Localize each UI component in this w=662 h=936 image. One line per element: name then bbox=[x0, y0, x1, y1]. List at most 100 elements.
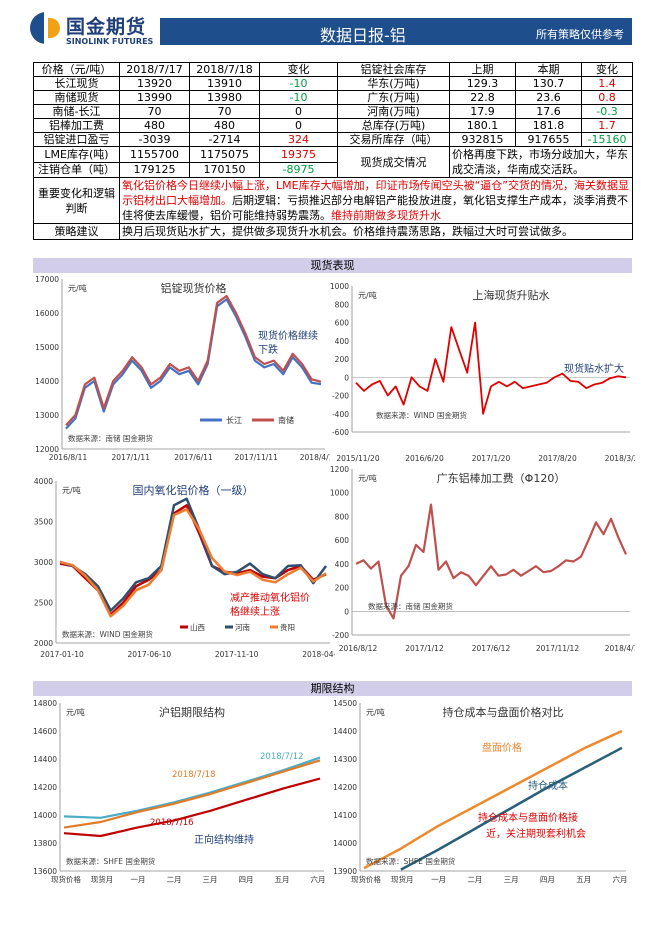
y-tick-label: 800 bbox=[335, 300, 350, 309]
chart-alumina: 4000 3500 3000 2500 2000 2017-01-10 2017-06-10… bbox=[30, 475, 335, 665]
change-text: 氧化铝价格今日继续小幅上涨，LME库存大幅增加，印证市场传闻空头被“逼仓”交货的… bbox=[119, 177, 633, 224]
series-line-main bbox=[355, 321, 627, 415]
y-tick-label: 15000 bbox=[35, 343, 59, 352]
y-tick-label: 17000 bbox=[35, 275, 59, 284]
x-tick-label: 现货月 bbox=[91, 874, 114, 884]
x-tick-label: 四月 bbox=[540, 875, 555, 884]
y-tick-label: -200 bbox=[332, 631, 349, 640]
x-tick-label: 2015/11/20 bbox=[336, 454, 379, 463]
source-note: 数据来源：SHFE 国金期货 bbox=[366, 856, 456, 866]
change-label: 重要变化和逻辑判断 bbox=[33, 177, 120, 224]
header-cell: 2018/7/17 bbox=[119, 62, 190, 77]
series-line-main bbox=[355, 503, 628, 620]
chart-premium: 1000 800 600 400 200 0 -200 -400 -600 2015/11/20 2… bbox=[330, 280, 635, 470]
table-cell: 179125 bbox=[119, 161, 190, 178]
chart-title: 国内氧化铝价格（一级） bbox=[133, 483, 254, 497]
series-label: 2018/7/18 bbox=[172, 770, 216, 780]
chart-title: 铝锭现货价格 bbox=[161, 281, 227, 295]
table-row: 南储-长江 70 70 0 河南(万吨) 17.9 17.6 -0.3 bbox=[33, 104, 633, 119]
x-tick-label: 四月 bbox=[239, 875, 254, 884]
report-title: 数据日报-铝 bbox=[320, 26, 406, 45]
table-row: 铝锭进口盈亏 -3039 -2714 324 交易所库存（吨） 932815 9… bbox=[33, 132, 633, 147]
unit-label: 元/吨 bbox=[358, 290, 377, 300]
x-tick-label: 2017/6/11 bbox=[174, 453, 213, 462]
y-tick-label: 14200 bbox=[33, 783, 57, 792]
unit-label: 元/吨 bbox=[358, 473, 377, 483]
chart-title: 广东铝棒加工费（Φ120） bbox=[437, 471, 566, 485]
table-cell: 130.7 bbox=[515, 76, 582, 91]
legend-label: 长江 bbox=[226, 415, 242, 425]
chart-title: 上海现货升贴水 bbox=[473, 288, 550, 302]
unit-label: 元/吨 bbox=[68, 283, 87, 293]
source-note: 数据来源：WIND 国金期货 bbox=[62, 629, 153, 639]
annotation-note: 持仓成本与盘面价格接 bbox=[478, 811, 578, 824]
chart-rod-fee: 1200 1000 800 600 400 200 0 -200 2016/8/12 2017/1… bbox=[330, 463, 635, 663]
legend-label: 山西 bbox=[190, 622, 205, 632]
section-spot: 现货表现 bbox=[33, 258, 632, 273]
y-tick-label: 1000 bbox=[330, 489, 349, 498]
source-note: 数据来源：WIND 国金期货 bbox=[376, 410, 467, 420]
table-cell: 0 bbox=[259, 104, 338, 119]
table-cell: 22.8 bbox=[449, 90, 516, 105]
table-cell: 交易所库存（吨） bbox=[337, 132, 450, 147]
x-tick-label: 2017-01-10 bbox=[40, 650, 84, 659]
series-line-2018/7/12 bbox=[63, 756, 321, 819]
table-cell: -3039 bbox=[119, 132, 190, 147]
table-cell: 1155700 bbox=[119, 146, 190, 163]
y-tick-label: 14100 bbox=[333, 811, 357, 820]
table-cell: 1.4 bbox=[581, 76, 633, 91]
x-tick-label: 2017/1/12 bbox=[405, 644, 444, 653]
strategy-text: 换月后现货贴水扩大，提供做多现货升水机会。价格维持震荡思路，跌幅过大时可尝试做多… bbox=[119, 223, 633, 240]
legend-label: 贵阳 bbox=[280, 622, 295, 632]
table-cell: 注销仓单（吨） bbox=[33, 161, 120, 178]
y-tick-label: 13600 bbox=[33, 867, 57, 876]
annotation-note: 正向结构维持 bbox=[194, 833, 254, 846]
series-line-持仓成本 bbox=[400, 746, 623, 871]
chart-cost-compare: 14500 14400 14300 14200 14100 14000 13900 现货价格现… bbox=[330, 697, 635, 892]
table-cell: 南储-长江 bbox=[33, 104, 120, 119]
x-tick-label: 2018/3/20 bbox=[605, 454, 635, 463]
source-note: 数据来源：南储 国金期货 bbox=[68, 433, 153, 443]
table-row: 长江现货 13920 13910 -10 华东(万吨) 129.3 130.7 … bbox=[33, 76, 633, 91]
y-tick-label: 12000 bbox=[35, 445, 59, 454]
y-tick-label: 2000 bbox=[34, 639, 53, 648]
table-cell: -2714 bbox=[189, 132, 260, 147]
x-tick-label: 2018-04-10 bbox=[302, 650, 335, 659]
header-cell: 铝锭社会库存 bbox=[337, 62, 450, 77]
source-note: 数据来源：SHFE 国金期货 bbox=[66, 856, 156, 866]
annotation-note: 近，关注期现套利机会 bbox=[486, 827, 586, 840]
y-tick-label: 13000 bbox=[35, 411, 59, 420]
header: 国金期货 SINOLINK FUTURES 数据日报-铝 所有策略仅供参考 bbox=[0, 0, 662, 52]
x-tick-label: 2017/1/20 bbox=[472, 454, 511, 463]
series-label: 2018/7/16 bbox=[150, 818, 194, 828]
y-tick-label: 14400 bbox=[333, 727, 357, 736]
y-tick-label: 14300 bbox=[333, 755, 357, 764]
unit-label: 元/吨 bbox=[66, 707, 85, 717]
data-table: 价格（元/吨） 2018/7/17 2018/7/18 变化 铝锭社会库存 上期… bbox=[33, 62, 633, 240]
x-tick-label: 2017-11-10 bbox=[215, 650, 259, 659]
table-row: 策略建议 换月后现货贴水扩大，提供做多现货升水机会。价格维持震荡思路，跌幅过大时… bbox=[33, 223, 633, 240]
y-tick-label: 400 bbox=[335, 337, 350, 346]
table-header-row: 价格（元/吨） 2018/7/17 2018/7/18 变化 铝锭社会库存 上期… bbox=[33, 62, 633, 77]
series-label: 2018/7/12 bbox=[260, 752, 304, 762]
table-cell: LME库存(吨) bbox=[33, 146, 120, 163]
table-cell: 铝棒加工费 bbox=[33, 118, 120, 133]
chart-title: 沪铝期限结构 bbox=[159, 705, 225, 719]
x-tick-label: 2016/6/20 bbox=[405, 454, 444, 463]
x-tick-label: 现货价格 bbox=[351, 874, 381, 884]
y-tick-label: 200 bbox=[335, 355, 350, 364]
x-tick-label: 六月 bbox=[613, 874, 628, 884]
x-tick-label: 五月 bbox=[275, 875, 290, 884]
x-tick-label: 2017/11/12 bbox=[536, 644, 579, 653]
annotation-note: 减产推动氧化铝价 bbox=[230, 591, 310, 604]
y-tick-label: 14400 bbox=[33, 755, 57, 764]
legend-label: 盘面价格 bbox=[482, 741, 522, 754]
x-tick-label: 2017/8/20 bbox=[538, 454, 577, 463]
logo-text-cn: 国金期货 bbox=[66, 16, 147, 38]
table-row: 重要变化和逻辑判断 氧化铝价格今日继续小幅上涨，LME库存大幅增加，印证市场传闻… bbox=[33, 177, 633, 224]
series-line-南储 bbox=[65, 294, 322, 426]
x-tick-label: 2017/11/11 bbox=[235, 453, 278, 462]
x-tick-label: 一月 bbox=[131, 875, 146, 884]
table-cell: 17.6 bbox=[515, 104, 582, 119]
chart-spot-price: 17000 16000 15000 14000 13000 12000 2016/8/11 2… bbox=[30, 275, 330, 470]
